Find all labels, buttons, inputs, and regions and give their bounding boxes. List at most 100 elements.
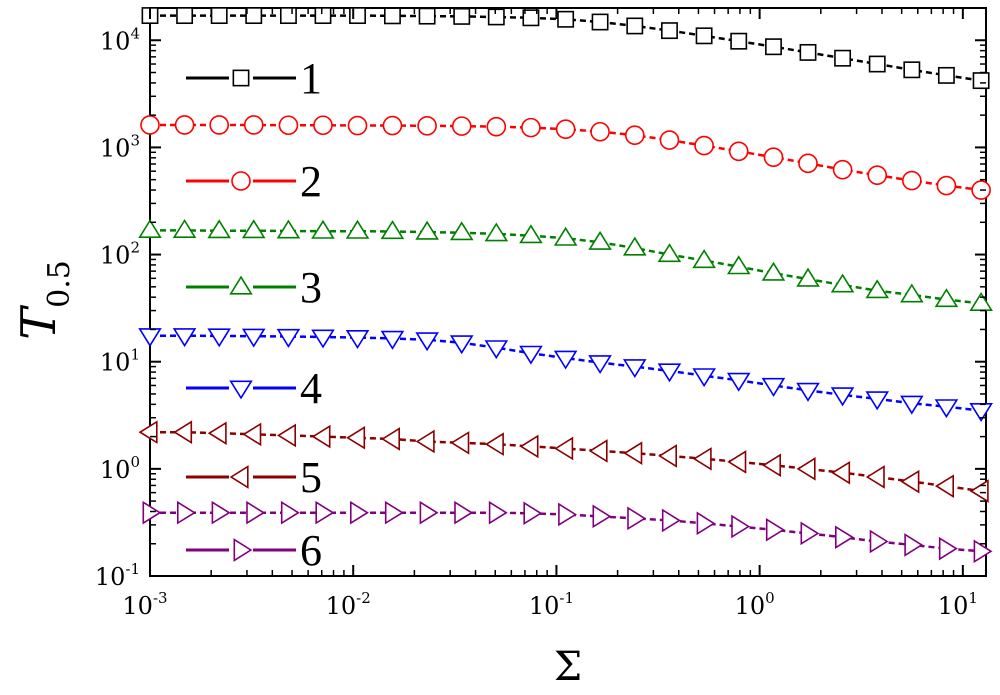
- legend-marker: [229, 380, 253, 400]
- series-2-point: [798, 153, 818, 174]
- series-1: [141, 7, 990, 90]
- series-3-point: [622, 236, 647, 256]
- series-3-point: [345, 219, 370, 239]
- series-5-point: [554, 436, 574, 461]
- series-5-point: [969, 479, 989, 503]
- plot-border: [149, 7, 987, 577]
- series-1-point: [834, 49, 852, 67]
- series-1-point: [487, 8, 505, 26]
- series-6-point: [592, 504, 612, 529]
- x-tick-label: 10-2: [326, 589, 371, 620]
- y-axis-title-main: T: [11, 305, 67, 340]
- legend-item-2: 2: [186, 157, 322, 206]
- series-5-point: [484, 432, 504, 456]
- series-4-point: [588, 355, 612, 375]
- series-4-point: [830, 387, 855, 407]
- series-2-point: [382, 115, 403, 136]
- y-axis-title-subscript: 0.5: [42, 260, 77, 308]
- series-5-point: [138, 420, 158, 444]
- series-3-point: [692, 249, 716, 269]
- series-2-point: [486, 116, 507, 137]
- series-3-point: [761, 261, 786, 281]
- series-1-point: [279, 7, 297, 25]
- y-tick-label: 103: [100, 131, 140, 162]
- y-tick-label: 100: [100, 453, 140, 484]
- series-4-point: [172, 328, 197, 348]
- series-3-point: [657, 243, 682, 263]
- series-1-point: [522, 9, 540, 27]
- series-3-point: [969, 291, 993, 312]
- series-3-point: [865, 279, 890, 299]
- series-1-point: [210, 7, 228, 25]
- legend-item-5: 5: [186, 453, 322, 502]
- series-3-point: [172, 218, 197, 238]
- series-6-point: [869, 529, 889, 554]
- series-4-point: [380, 330, 405, 350]
- series-5-point: [519, 434, 539, 459]
- series-4-point: [761, 377, 786, 397]
- series-2-point: [936, 175, 957, 196]
- series-4-point: [934, 399, 959, 419]
- series-4-point: [345, 329, 370, 350]
- series-1-point: [176, 7, 194, 25]
- series-6-point: [661, 508, 681, 533]
- series-2-point: [347, 115, 368, 136]
- series-6: [142, 500, 993, 564]
- legend-marker: [233, 538, 253, 562]
- series-4-point: [865, 391, 890, 411]
- y-tick-label: 104: [100, 24, 140, 55]
- series-3-point: [311, 219, 335, 239]
- series-2-point: [140, 115, 160, 135]
- series-3-point: [900, 283, 924, 303]
- series-1-point: [591, 13, 609, 31]
- plot-area: [149, 7, 987, 577]
- series-4-point: [207, 328, 231, 348]
- series-4-line: [150, 334, 982, 412]
- series-1-point: [868, 55, 886, 73]
- series-6-point: [177, 500, 197, 525]
- series-5-point: [242, 422, 262, 447]
- series-1-point: [384, 7, 401, 25]
- axis-titles: T0.5 Σ: [11, 260, 582, 690]
- series-6-point: [349, 500, 369, 525]
- series-3-point: [138, 218, 162, 238]
- x-axis-title: Σ: [554, 644, 582, 690]
- series-6-point: [488, 500, 508, 525]
- series-1-point: [972, 72, 990, 90]
- series-3-point: [484, 222, 509, 242]
- legend-marker: [229, 275, 253, 295]
- legend-item-4: 4: [186, 364, 322, 413]
- series-3: [138, 218, 993, 312]
- series-4-point: [311, 329, 335, 349]
- series-2-point: [209, 115, 229, 135]
- series-4-point: [726, 372, 751, 392]
- series-1-point: [937, 66, 955, 84]
- series-2-point: [590, 121, 610, 142]
- series-4-point: [796, 382, 820, 402]
- series-1-point: [453, 7, 471, 25]
- series-1-point: [557, 10, 575, 28]
- series-5-point: [276, 423, 297, 448]
- series-2-point: [313, 115, 333, 136]
- series-6-point: [627, 506, 647, 531]
- legend-marker: [229, 465, 249, 489]
- series-1-point: [418, 7, 436, 25]
- series-4-point: [484, 340, 509, 360]
- series-5-point: [865, 465, 885, 489]
- series-5-line: [150, 430, 982, 493]
- y-axis-title: T0.5: [11, 260, 77, 340]
- series-6-point: [315, 500, 335, 525]
- series-6-point: [523, 501, 543, 526]
- series-5-point: [762, 453, 782, 478]
- series-5-point: [381, 427, 401, 451]
- series-1-point: [730, 32, 748, 50]
- series-1-point: [626, 17, 644, 35]
- series-6-point: [765, 517, 785, 542]
- legend-label: 1: [300, 54, 322, 103]
- series-3-point: [796, 267, 820, 287]
- series-4-point: [415, 332, 439, 352]
- series-5-point: [727, 450, 747, 474]
- series-5-point: [831, 460, 851, 485]
- series-2-point: [902, 170, 922, 191]
- series-3-point: [449, 221, 474, 241]
